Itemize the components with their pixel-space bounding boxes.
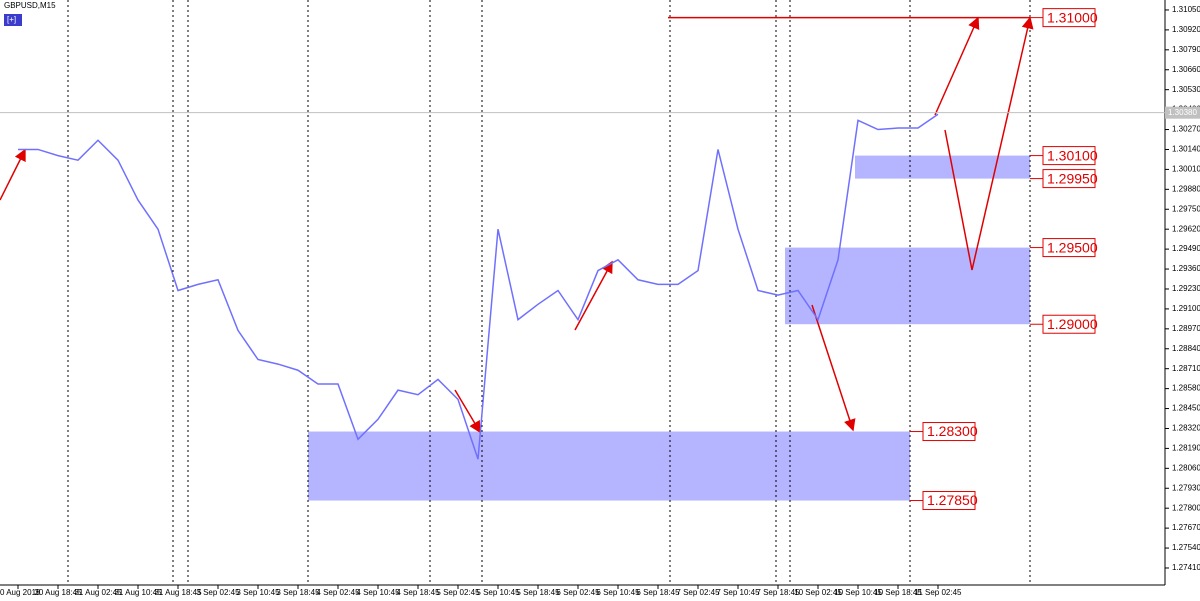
x-tick-label: 6 Sep 18:45 [636,588,680,597]
y-tick-label: 1.28060 [1172,463,1200,472]
y-tick-label: 1.30140 [1172,145,1200,154]
x-tick-label: 7 Sep 02:45 [676,588,720,597]
x-tick-label: 4 Sep 10:45 [356,588,400,597]
x-tick-label: 31 Aug 10:45 [114,588,162,597]
x-tick-label: 31 Aug 02:45 [74,588,122,597]
y-tick-label: 1.27930 [1172,483,1200,492]
x-tick-label: 7 Sep 10:45 [716,588,760,597]
y-tick-label: 1.29620 [1172,224,1200,233]
y-tick-label: 1.30010 [1172,165,1200,174]
zone [785,247,1030,325]
x-tick-label: 3 Sep 18:45 [276,588,320,597]
y-tick-label: 1.27800 [1172,503,1200,512]
level-label: 1.29500 [1047,239,1098,255]
y-tick-label: 1.28840 [1172,344,1200,353]
symbol-label: GBPUSD,M15 [4,1,56,10]
y-tick-label: 1.29490 [1172,244,1200,253]
current-price-label: 1.30380 [1168,108,1197,117]
level-box [922,491,976,511]
level-box [922,422,976,442]
level-label: 1.27850 [927,492,978,508]
x-tick-label: 3 Sep 10:45 [236,588,280,597]
price-line [18,113,939,460]
y-tick-label: 1.28710 [1172,364,1200,373]
y-tick-label: 1.28970 [1172,324,1200,333]
y-tick-label: 1.28580 [1172,384,1200,393]
x-tick-label: 11 Sep 02:45 [914,588,962,597]
y-tick-label: 1.28320 [1172,424,1200,433]
arrows [0,16,1034,434]
x-tick-label: 10 Sep 10:45 [834,588,882,597]
level-box [1042,146,1096,166]
level-label: 1.29950 [1047,170,1098,186]
x-tick-label: 5 Sep 02:45 [436,588,480,597]
level-label: 1.31000 [1047,9,1098,25]
x-tick-label: 4 Sep 02:45 [316,588,360,597]
x-tick-label: 6 Sep 10:45 [596,588,640,597]
y-tick-label: 1.30660 [1172,65,1200,74]
y-tick-label: 1.28190 [1172,444,1200,453]
y-tick-label: 1.30790 [1172,45,1200,54]
zone [308,431,910,501]
level-label: 1.28300 [927,423,978,439]
x-tick-label: 4 Sep 18:45 [396,588,440,597]
y-tick-label: 1.27670 [1172,523,1200,532]
y-tick-label: 1.29100 [1172,304,1200,313]
button-label[interactable]: [+] [7,15,16,24]
button[interactable] [4,14,22,26]
current-price-box [1165,106,1200,119]
y-tick-label: 1.27540 [1172,543,1200,552]
level-label: 1.30100 [1047,147,1098,163]
x-tick-label: 10 Sep 02:45 [794,588,842,597]
y-tick-label: 1.29360 [1172,264,1200,273]
y-tick-label: 1.29230 [1172,284,1200,293]
y-tick-label: 1.30920 [1172,25,1200,34]
x-tick-label: 7 Sep 18:45 [756,588,800,597]
x-tick-label: 31 Aug 18:45 [154,588,202,597]
level-box [1042,169,1096,189]
level-box [1042,314,1096,334]
level-box [1042,8,1096,28]
y-tick-label: 1.30270 [1172,125,1200,134]
level-label: 1.29000 [1047,316,1098,332]
y-tick-label: 1.29750 [1172,204,1200,213]
y-tick-label: 1.30530 [1172,85,1200,94]
y-tick-label: 1.29880 [1172,184,1200,193]
y-tick-label: 1.28450 [1172,404,1200,413]
level-box [1042,238,1096,258]
x-tick-label: 10 Sep 18:45 [874,588,922,597]
x-tick-label: 30 Aug 2018 [0,588,41,597]
y-tick-label: 1.31050 [1172,5,1200,14]
y-tick-label: 1.27410 [1172,563,1200,572]
x-tick-label: 5 Sep 18:45 [516,588,560,597]
x-tick-label: 5 Sep 10:45 [476,588,520,597]
zone [855,155,1030,179]
x-tick-label: 3 Sep 02:45 [196,588,240,597]
x-tick-label: 30 Aug 18:45 [34,588,82,597]
x-tick-label: 6 Sep 02:45 [556,588,600,597]
